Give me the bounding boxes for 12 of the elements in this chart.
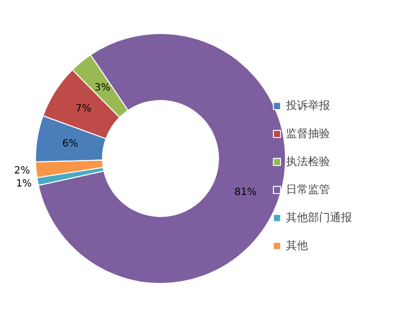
data-label: 81% — [234, 186, 257, 198]
data-label: 2% — [14, 166, 30, 177]
data-label: 3% — [94, 82, 110, 94]
legend-label: 其他 — [286, 238, 308, 253]
data-label: 6% — [62, 138, 78, 150]
legend-label: 执法检验 — [286, 154, 330, 169]
data-label: 1% — [16, 178, 32, 190]
legend-label: 监督抽验 — [286, 126, 330, 141]
legend-label: 其他部门通报 — [286, 210, 352, 225]
legend-label: 日常监管 — [286, 182, 330, 197]
legend-label: 投诉举报 — [286, 98, 330, 113]
data-label: 7% — [75, 104, 92, 115]
